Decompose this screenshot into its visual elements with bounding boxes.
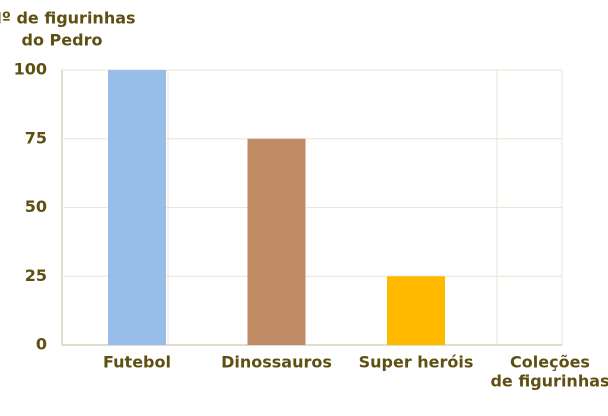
bar (387, 276, 445, 345)
bar (247, 138, 306, 345)
y-axis-label-line: do Pedro (22, 31, 103, 50)
x-tick-label: Super heróis (359, 353, 474, 372)
y-tick-label: 50 (25, 197, 47, 216)
y-tick-label: 0 (36, 335, 47, 354)
y-axis-label-line: Nº de figurinhas (0, 9, 136, 28)
x-axis-label-line: Coleções (510, 353, 590, 372)
y-tick-label: 100 (14, 60, 47, 79)
x-axis-label-line: de figurinhas (490, 372, 608, 391)
x-tick-label: Dinossauros (221, 353, 332, 372)
y-tick-label: 75 (25, 128, 47, 147)
x-tick-label: Futebol (103, 353, 171, 372)
y-tick-label: 25 (25, 266, 47, 285)
bar (108, 70, 166, 345)
